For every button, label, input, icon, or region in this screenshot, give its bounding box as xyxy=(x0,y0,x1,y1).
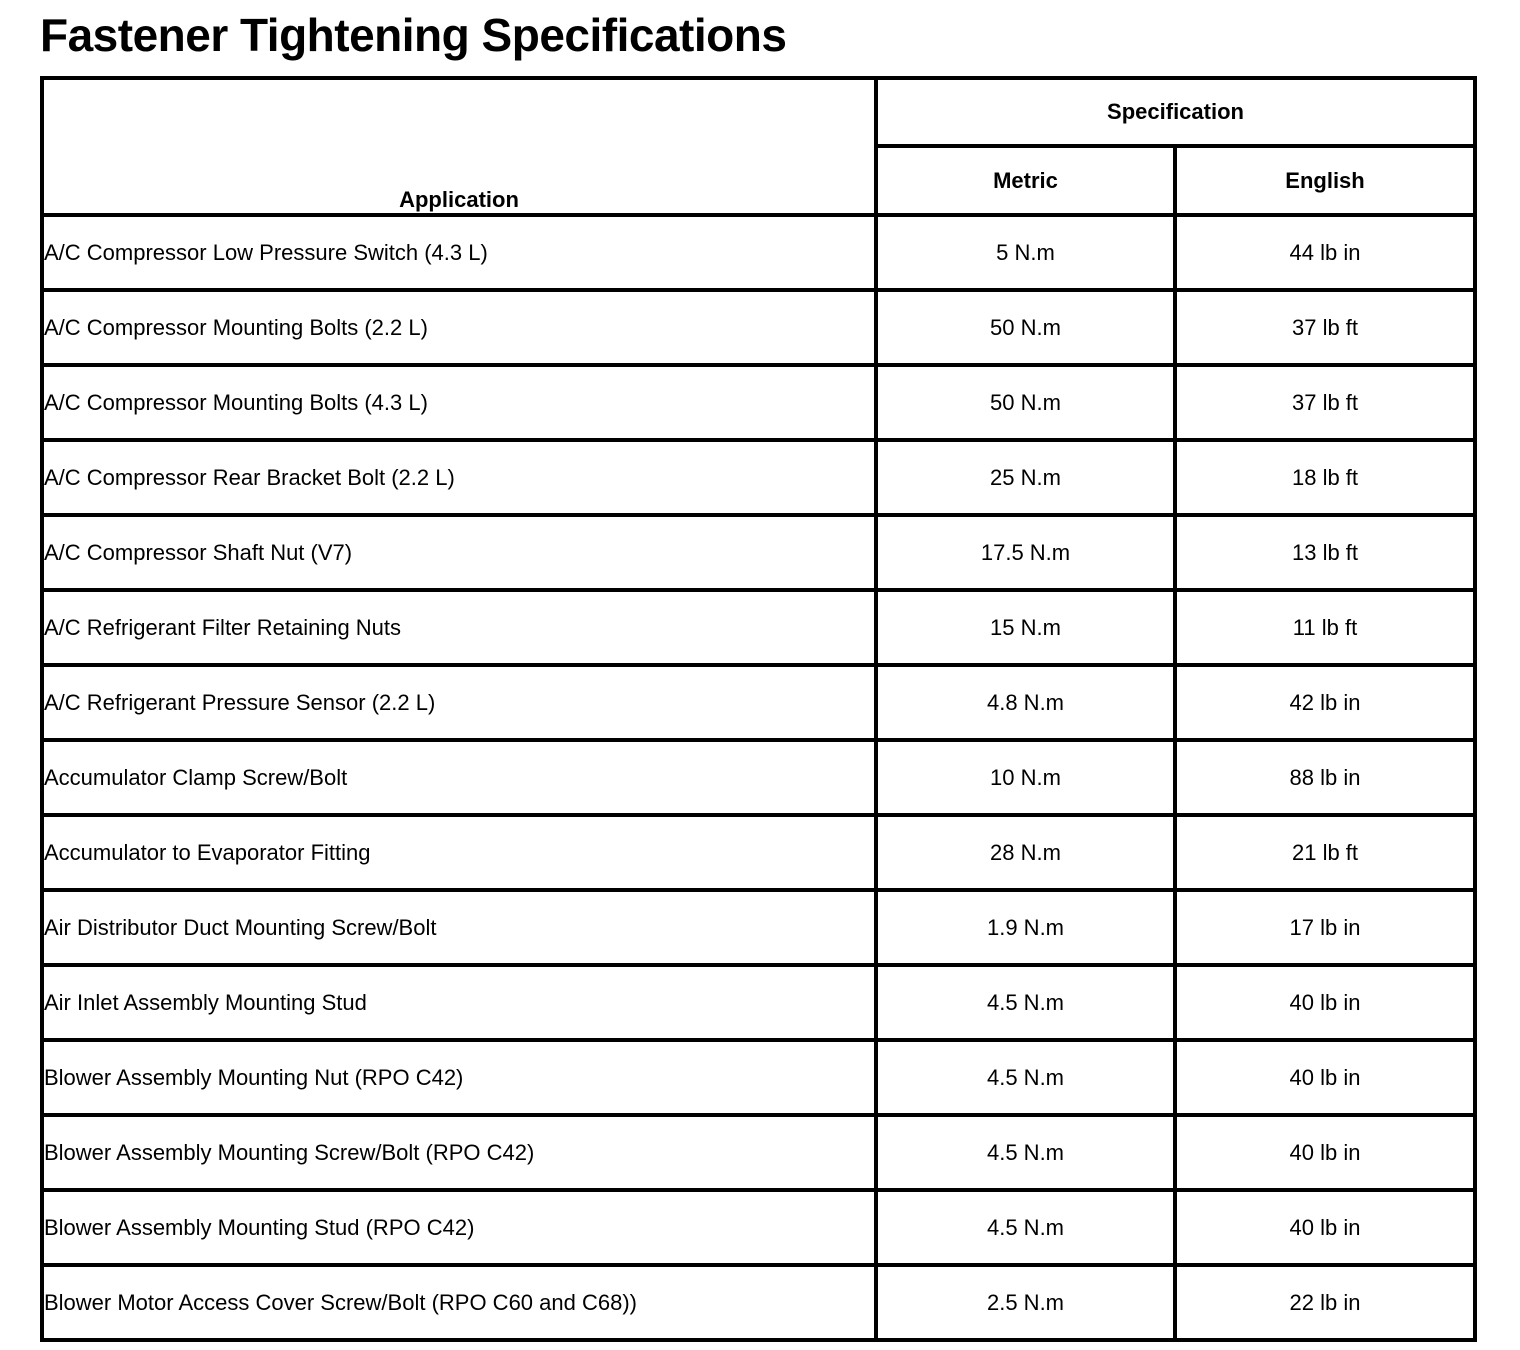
english-column-header: English xyxy=(1172,144,1478,218)
table-header: Application Specification Metric English xyxy=(40,76,1478,218)
fastener-spec-table: Application Specification Metric English… xyxy=(40,76,1478,1343)
application-cell: A/C Compressor Low Pressure Switch (4.3 … xyxy=(40,213,878,293)
application-cell: A/C Compressor Rear Bracket Bolt (2.2 L) xyxy=(40,438,878,518)
spec-table-body: A/C Compressor Low Pressure Switch (4.3 … xyxy=(40,213,1478,1343)
header-row-specification: Application Specification xyxy=(40,76,1478,218)
english-value-cell: 37 lb ft xyxy=(1172,288,1478,368)
table-row: Air Inlet Assembly Mounting Stud 4.5 N.m… xyxy=(40,963,1478,1043)
metric-value-cell: 5 N.m xyxy=(874,213,1177,293)
metric-value-cell: 10 N.m xyxy=(874,738,1177,818)
table-row: Accumulator to Evaporator Fitting 28 N.m… xyxy=(40,813,1478,893)
application-cell: Accumulator Clamp Screw/Bolt xyxy=(40,738,878,818)
table-row: A/C Compressor Low Pressure Switch (4.3 … xyxy=(40,213,1478,293)
specification-column-group-header: Specification xyxy=(873,76,1478,149)
table-row: A/C Compressor Shaft Nut (V7) 17.5 N.m 1… xyxy=(40,513,1478,593)
table-row: Accumulator Clamp Screw/Bolt 10 N.m 88 l… xyxy=(40,738,1478,818)
english-value-cell: 40 lb in xyxy=(1172,1038,1478,1118)
english-value-cell: 21 lb ft xyxy=(1172,813,1478,893)
table-row: Blower Assembly Mounting Nut (RPO C42) 4… xyxy=(40,1038,1478,1118)
application-cell: Blower Motor Access Cover Screw/Bolt (RP… xyxy=(40,1263,878,1343)
metric-value-cell: 25 N.m xyxy=(874,438,1177,518)
application-cell: A/C Compressor Mounting Bolts (2.2 L) xyxy=(40,288,878,368)
english-value-cell: 88 lb in xyxy=(1172,738,1478,818)
english-value-cell: 11 lb ft xyxy=(1172,588,1478,668)
metric-value-cell: 4.5 N.m xyxy=(874,963,1177,1043)
application-column-header: Application xyxy=(40,76,878,218)
table-row: Blower Assembly Mounting Stud (RPO C42) … xyxy=(40,1188,1478,1268)
table-row: A/C Refrigerant Pressure Sensor (2.2 L) … xyxy=(40,663,1478,743)
table-row: Blower Motor Access Cover Screw/Bolt (RP… xyxy=(40,1263,1478,1343)
metric-value-cell: 4.5 N.m xyxy=(874,1113,1177,1193)
english-value-cell: 40 lb in xyxy=(1172,1188,1478,1268)
metric-value-cell: 15 N.m xyxy=(874,588,1177,668)
english-value-cell: 18 lb ft xyxy=(1172,438,1478,518)
english-value-cell: 13 lb ft xyxy=(1172,513,1478,593)
english-value-cell: 22 lb in xyxy=(1172,1263,1478,1343)
application-cell: A/C Compressor Shaft Nut (V7) xyxy=(40,513,878,593)
metric-value-cell: 4.8 N.m xyxy=(874,663,1177,743)
table-row: A/C Compressor Mounting Bolts (2.2 L) 50… xyxy=(40,288,1478,368)
application-cell: Blower Assembly Mounting Screw/Bolt (RPO… xyxy=(40,1113,878,1193)
application-cell: Blower Assembly Mounting Stud (RPO C42) xyxy=(40,1188,878,1268)
english-value-cell: 17 lb in xyxy=(1172,888,1478,968)
table-row: A/C Refrigerant Filter Retaining Nuts 15… xyxy=(40,588,1478,668)
table-row: Blower Assembly Mounting Screw/Bolt (RPO… xyxy=(40,1113,1478,1193)
table-row: Air Distributor Duct Mounting Screw/Bolt… xyxy=(40,888,1478,968)
application-cell: Blower Assembly Mounting Nut (RPO C42) xyxy=(40,1038,878,1118)
english-value-cell: 37 lb ft xyxy=(1172,363,1478,443)
metric-value-cell: 17.5 N.m xyxy=(874,513,1177,593)
metric-value-cell: 50 N.m xyxy=(874,288,1177,368)
application-cell: Air Distributor Duct Mounting Screw/Bolt xyxy=(40,888,878,968)
metric-value-cell: 4.5 N.m xyxy=(874,1038,1177,1118)
application-cell: A/C Refrigerant Filter Retaining Nuts xyxy=(40,588,878,668)
table-row: A/C Compressor Rear Bracket Bolt (2.2 L)… xyxy=(40,438,1478,518)
metric-value-cell: 50 N.m xyxy=(874,363,1177,443)
page-title: Fastener Tightening Specifications xyxy=(40,9,787,61)
header-row-units: Metric English xyxy=(42,144,1478,218)
metric-value-cell: 2.5 N.m xyxy=(874,1263,1177,1343)
metric-value-cell: 4.5 N.m xyxy=(874,1188,1177,1268)
application-cell: Air Inlet Assembly Mounting Stud xyxy=(40,963,878,1043)
english-value-cell: 40 lb in xyxy=(1172,1113,1478,1193)
application-cell: Accumulator to Evaporator Fitting xyxy=(40,813,878,893)
application-cell: A/C Compressor Mounting Bolts (4.3 L) xyxy=(40,363,878,443)
english-value-cell: 44 lb in xyxy=(1172,213,1478,293)
metric-column-header: Metric xyxy=(874,144,1177,218)
english-value-cell: 42 lb in xyxy=(1172,663,1478,743)
table-row: A/C Compressor Mounting Bolts (4.3 L) 50… xyxy=(40,363,1478,443)
english-value-cell: 40 lb in xyxy=(1172,963,1478,1043)
metric-value-cell: 28 N.m xyxy=(874,813,1177,893)
application-cell: A/C Refrigerant Pressure Sensor (2.2 L) xyxy=(40,663,878,743)
metric-value-cell: 1.9 N.m xyxy=(874,888,1177,968)
